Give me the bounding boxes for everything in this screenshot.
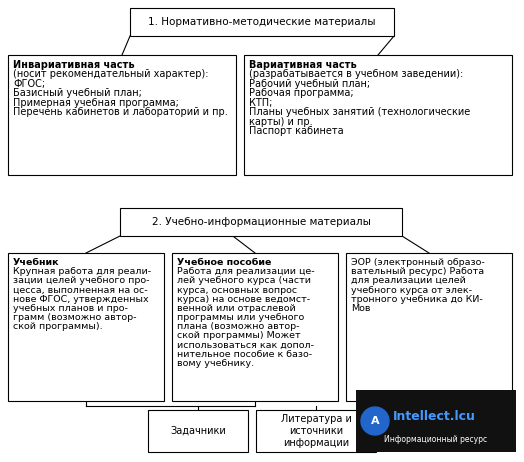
Text: цесса, выполненная на ос-: цесса, выполненная на ос- [13,286,148,295]
Text: лей учебного курса (части: лей учебного курса (части [177,276,311,286]
Text: Рабочий учебный план;: Рабочий учебный план; [249,79,370,89]
Text: 1. Нормативно-методические материалы: 1. Нормативно-методические материалы [148,17,376,27]
Text: ской программы).: ской программы). [13,322,103,331]
Text: тронного учебника до КИ-: тронного учебника до КИ- [351,295,483,304]
Text: зации целей учебного про-: зации целей учебного про- [13,276,149,286]
Text: Базисный учебный план;: Базисный учебный план; [13,88,142,98]
Text: Перечень кабинетов и лабораторий и пр.: Перечень кабинетов и лабораторий и пр. [13,107,228,117]
Text: вательный ресурс) Работа: вательный ресурс) Работа [351,267,484,276]
Text: ЭОР (электронный образо-: ЭОР (электронный образо- [351,258,485,267]
Text: Рабочая программа;: Рабочая программа; [249,88,354,98]
Circle shape [361,407,389,435]
Text: для реализации целей: для реализации целей [351,276,466,286]
Bar [148,410,248,452]
Text: A: A [370,416,379,426]
Text: Паспорт кабинета: Паспорт кабинета [249,126,344,136]
Text: Intellect.lcu: Intellect.lcu [393,411,476,424]
Text: программы или учебного: программы или учебного [177,313,304,322]
Text: плана (возможно автор-: плана (возможно автор- [177,322,300,331]
Bar [172,253,338,401]
Text: Инвариативная часть: Инвариативная часть [13,60,135,70]
Text: Крупная работа для реали-: Крупная работа для реали- [13,267,151,276]
Text: Планы учебных занятий (технологические: Планы учебных занятий (технологические [249,107,470,117]
Text: вому учебнику.: вому учебнику. [177,359,254,368]
Bar [120,208,402,236]
Text: учебного курса от элек-: учебного курса от элек- [351,286,472,295]
Bar [8,55,236,175]
Text: Литература и
источники
информации: Литература и источники информации [280,413,352,449]
Text: нове ФГОС, утвержденных: нове ФГОС, утвержденных [13,295,149,304]
Text: учебных планов и про-: учебных планов и про- [13,304,128,313]
Text: Мов: Мов [351,304,370,313]
Bar [356,390,516,452]
Bar [130,8,394,36]
Text: использоваться как допол-: использоваться как допол- [177,340,314,350]
Bar [256,410,376,452]
Text: курса) на основе ведомст-: курса) на основе ведомст- [177,295,310,304]
Text: ской программы) Может: ской программы) Может [177,331,301,340]
Text: 2. Учебно-информационные материалы: 2. Учебно-информационные материалы [151,217,370,227]
Text: Работа для реализации це-: Работа для реализации це- [177,267,314,276]
Text: (носит рекомендательный характер):: (носит рекомендательный характер): [13,69,209,79]
Bar [8,253,164,401]
Text: Учебное пособие: Учебное пособие [177,258,271,267]
Text: Примерная учебная программа;: Примерная учебная программа; [13,98,179,108]
Text: нительное пособие к базо-: нительное пособие к базо- [177,350,312,359]
Text: Информационный ресурс: Информационный ресурс [385,436,487,444]
Text: Вариативная часть: Вариативная часть [249,60,357,70]
Text: (разрабатывается в учебном заведении):: (разрабатывается в учебном заведении): [249,69,463,79]
Text: Задачники: Задачники [170,426,226,436]
Text: ФГОС;: ФГОС; [13,79,45,89]
Text: Учебник: Учебник [13,258,60,267]
Bar [346,253,512,401]
Text: карты) и пр.: карты) и пр. [249,117,313,127]
Text: курса, основных вопрос: курса, основных вопрос [177,286,297,295]
Text: венной или отраслевой: венной или отраслевой [177,304,296,313]
Bar [244,55,512,175]
Text: грамм (возможно автор-: грамм (возможно автор- [13,313,136,322]
Text: КТП;: КТП; [249,98,272,108]
